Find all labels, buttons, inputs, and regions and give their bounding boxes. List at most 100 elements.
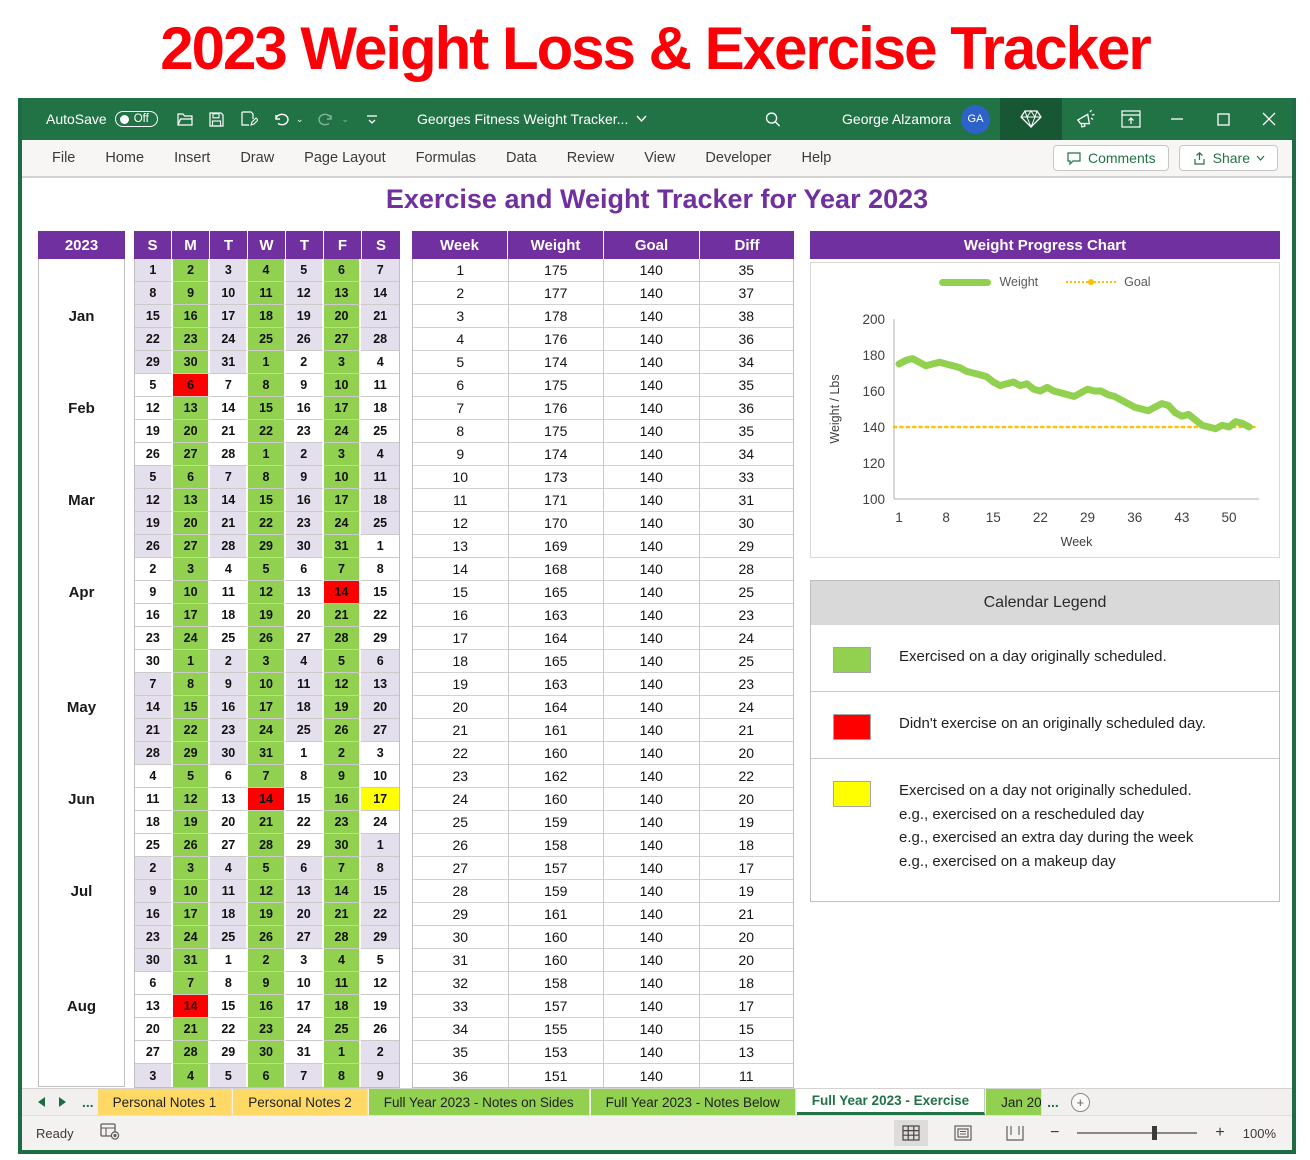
table-cell[interactable]: 31 [699,489,793,512]
calendar-day-cell[interactable]: 28 [210,535,249,558]
minimize-button[interactable] [1154,98,1200,140]
autosave-pill[interactable]: Off [114,111,158,127]
calendar-day-cell[interactable]: 11 [361,374,400,397]
table-cell[interactable]: 16 [413,604,509,627]
calendar-day-cell[interactable]: 25 [248,328,286,351]
calendar-day-cell[interactable]: 19 [135,512,173,535]
menu-item-page-layout[interactable]: Page Layout [304,150,386,166]
zoom-slider-handle[interactable] [1151,1126,1157,1140]
calendar-day-cell[interactable]: 2 [323,742,362,765]
calendar-day-cell[interactable]: 17 [285,995,324,1018]
table-cell[interactable]: 160 [508,788,604,811]
calendar-day-cell[interactable]: 17 [323,397,362,420]
calendar-day-cell[interactable]: 15 [248,489,286,512]
calendar-day-cell[interactable]: 25 [210,627,249,650]
table-cell[interactable]: 175 [508,374,604,397]
table-cell[interactable]: 176 [508,397,604,420]
table-cell[interactable]: 11 [413,489,509,512]
table-cell[interactable]: 5 [413,351,509,374]
calendar-day-cell[interactable]: 9 [285,374,324,397]
calendar-day-cell[interactable]: 3 [135,1064,173,1087]
calendar-day-cell[interactable]: 13 [323,282,362,305]
calendar-day-cell[interactable]: 11 [361,466,400,489]
table-cell[interactable]: 25 [699,581,793,604]
table-cell[interactable]: 25 [699,650,793,673]
calendar-day-cell[interactable]: 31 [323,535,362,558]
calendar-day-cell[interactable]: 13 [172,489,211,512]
calendar-day-cell[interactable]: 26 [323,719,362,742]
table-cell[interactable]: 34 [413,1018,509,1041]
table-cell[interactable]: 26 [413,834,509,857]
calendar-day-cell[interactable]: 19 [361,995,400,1018]
calendar-day-cell[interactable]: 16 [172,305,211,328]
calendar-day-cell[interactable]: 8 [135,282,173,305]
calendar-day-cell[interactable]: 27 [172,443,211,466]
calendar-day-cell[interactable]: 29 [361,926,400,949]
calendar-day-cell[interactable]: 2 [172,259,211,282]
table-cell[interactable]: 140 [604,328,700,351]
calendar-day-cell[interactable]: 19 [248,903,286,926]
calendar-day-cell[interactable]: 28 [323,926,362,949]
calendar-day-cell[interactable]: 22 [248,512,286,535]
table-cell[interactable]: 14 [413,558,509,581]
table-cell[interactable]: 2 [413,282,509,305]
calendar-day-cell[interactable]: 6 [248,1064,286,1087]
table-cell[interactable]: 15 [413,581,509,604]
calendar-day-cell[interactable]: 1 [323,1041,362,1064]
calendar-day-cell[interactable]: 10 [323,466,362,489]
table-cell[interactable]: 174 [508,351,604,374]
calendar-day-cell[interactable]: 27 [285,926,324,949]
table-cell[interactable]: 29 [413,903,509,926]
table-cell[interactable]: 35 [413,1041,509,1064]
calendar-day-cell[interactable]: 2 [135,857,173,880]
menu-item-view[interactable]: View [644,150,676,166]
calendar-day-cell[interactable]: 8 [285,765,324,788]
table-cell[interactable]: 164 [508,627,604,650]
menu-item-data[interactable]: Data [506,150,537,166]
calendar-day-cell[interactable]: 5 [248,558,286,581]
calendar-day-cell[interactable]: 2 [361,1041,400,1064]
table-cell[interactable]: 140 [604,926,700,949]
calendar-day-cell[interactable]: 3 [172,558,211,581]
calendar-day-cell[interactable]: 2 [285,443,324,466]
table-cell[interactable]: 140 [604,1064,700,1087]
calendar-day-cell[interactable]: 2 [248,949,286,972]
table-cell[interactable]: 23 [699,604,793,627]
calendar-day-cell[interactable]: 18 [210,903,249,926]
calendar-day-cell[interactable]: 29 [172,742,211,765]
table-cell[interactable]: 32 [413,972,509,995]
calendar-day-cell[interactable]: 2 [285,351,324,374]
menu-item-home[interactable]: Home [105,150,145,166]
table-cell[interactable]: 24 [699,627,793,650]
table-cell[interactable]: 140 [604,949,700,972]
macro-record-icon[interactable] [99,1123,120,1143]
calendar-day-cell[interactable]: 1 [361,834,400,857]
calendar-day-cell[interactable]: 1 [285,742,324,765]
table-cell[interactable]: 169 [508,535,604,558]
calendar-day-cell[interactable]: 26 [248,926,286,949]
calendar-day-cell[interactable]: 10 [210,282,249,305]
calendar-day-cell[interactable]: 27 [361,719,400,742]
tab-more-right[interactable]: ... [1047,1094,1059,1110]
calendar-day-cell[interactable]: 9 [135,880,173,903]
calendar-day-cell[interactable]: 24 [323,420,362,443]
table-cell[interactable]: 140 [604,1041,700,1064]
normal-view-icon[interactable] [894,1120,929,1146]
table-cell[interactable]: 18 [413,650,509,673]
calendar-day-cell[interactable]: 18 [361,397,400,420]
calendar-day-cell[interactable]: 16 [135,903,173,926]
calendar-day-cell[interactable]: 4 [285,650,324,673]
save-icon[interactable] [208,110,226,128]
premium-section[interactable] [1000,98,1062,140]
table-cell[interactable]: 35 [699,420,793,443]
calendar-day-cell[interactable]: 14 [248,788,286,811]
table-cell[interactable]: 140 [604,765,700,788]
calendar-day-cell[interactable]: 1 [361,535,400,558]
table-cell[interactable]: 140 [604,972,700,995]
calendar-day-cell[interactable]: 22 [361,604,400,627]
calendar-day-cell[interactable]: 12 [172,788,211,811]
table-cell[interactable]: 38 [699,305,793,328]
calendar-day-cell[interactable]: 9 [135,581,173,604]
calendar-day-cell[interactable]: 21 [248,811,286,834]
calendar-day-cell[interactable]: 8 [248,374,286,397]
